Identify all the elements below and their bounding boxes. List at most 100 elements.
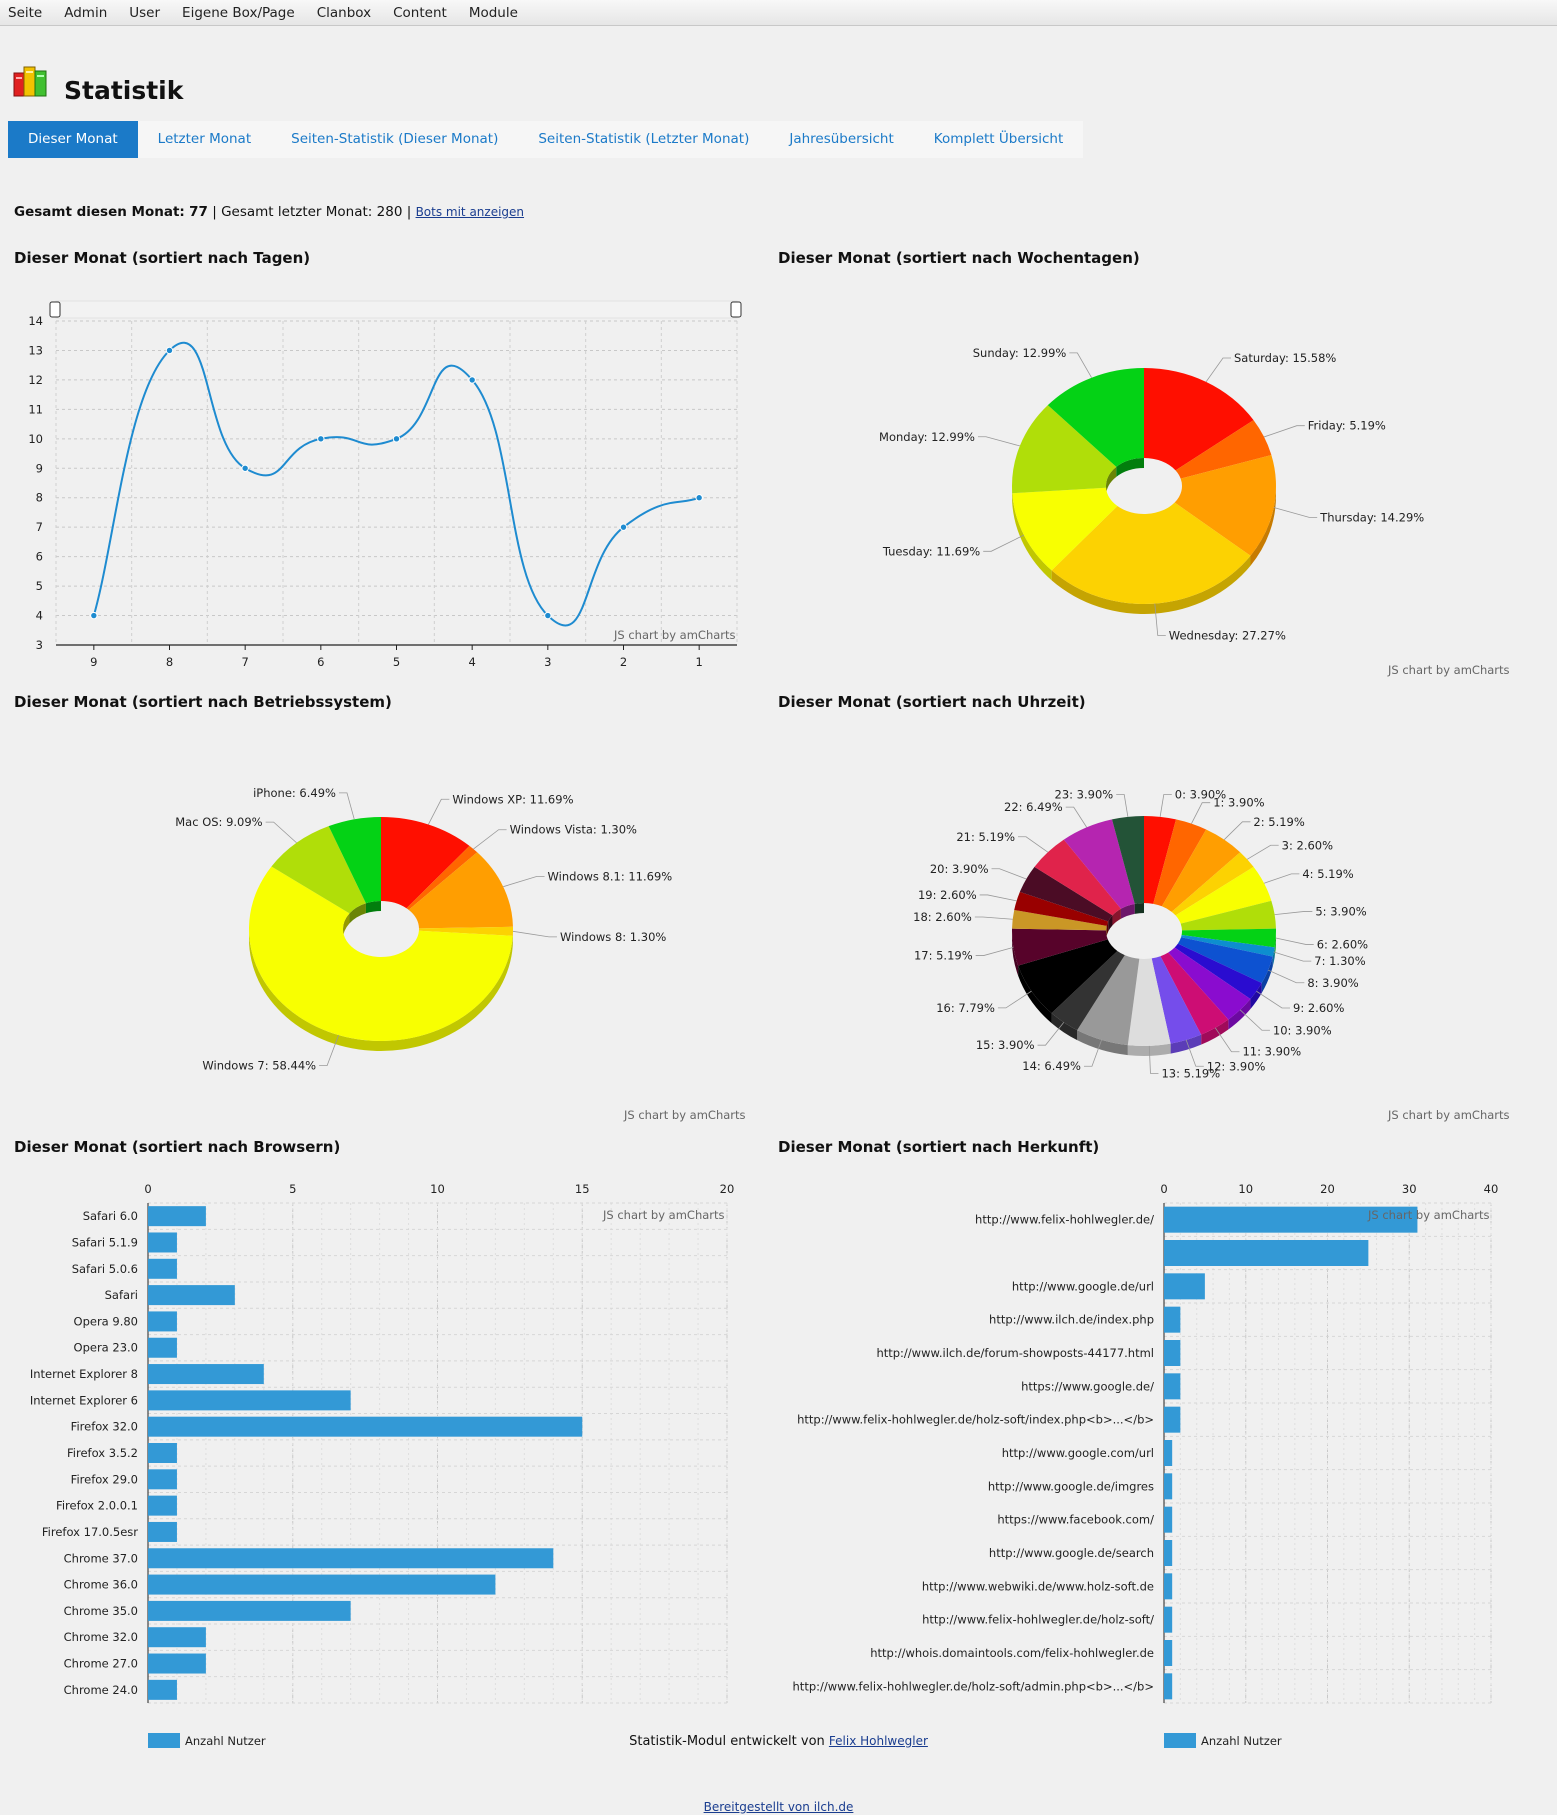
bar [148,1679,177,1700]
pie-label: 12: 3.90% [1207,1059,1266,1073]
tab-jahresuebersicht[interactable]: Jahresübersicht [789,131,894,147]
tab-komplett-uebersicht[interactable]: Komplett Übersicht [933,131,1064,147]
y-tick-label: 13 [28,343,43,357]
menu-item-eigene-box[interactable]: Eigene Box/Page [182,4,295,21]
data-point [241,464,249,472]
pie-slice-side [1012,931,1019,976]
pie-slice-inner [1134,903,1144,914]
summary-line: Gesamt diesen Monat: 77 | Gesamt letzter… [14,204,524,220]
category-label: Chrome 32.0 [64,1630,138,1644]
y-tick-label: 5 [36,579,43,593]
pie-label: 10: 3.90% [1273,1023,1332,1037]
pie-label-connector [974,916,1013,920]
pie-label: 16: 7.79% [936,1001,995,1015]
data-point [544,611,552,620]
category-label: http://www.felix-hohlwegler.de/holz-soft… [793,1679,1154,1693]
bar [1164,1473,1173,1500]
pie-slice [1151,956,1202,1044]
y-tick-label: 4 [36,609,43,623]
bar [148,1653,206,1674]
menu-item-clanbox[interactable]: Clanbox [316,4,372,21]
x-tick-label: 6 [317,655,324,669]
category-label: Firefox 29.0 [71,1472,138,1486]
pie-slice-side [1228,999,1251,1030]
pie-slice [408,852,513,929]
pie-slice-inner [1120,903,1135,919]
pie-slice [1174,943,1262,1000]
category-label: Firefox 32.0 [71,1420,138,1434]
pie-label-connector [997,990,1032,1009]
credit-os-chart: JS chart by amCharts [624,1108,746,1122]
pie-label: Sunday: 12.99% [973,346,1067,360]
category-label: http://www.ilch.de/index.php [989,1313,1154,1327]
x-tick-label: 15 [575,1182,590,1196]
pie-label: 1: 3.90% [1213,796,1264,810]
tab-letzter-monat[interactable]: Letzter Monat [157,131,252,147]
category-label: Safari 6.0 [83,1209,138,1223]
pie-slice-side [1051,555,1251,614]
pie-slice [1181,934,1275,957]
x-tick-label: 20 [720,1182,735,1196]
pie-slice-inner [1112,908,1121,926]
pie-label-connector [1275,937,1314,945]
category-label: http://whois.domaintools.com/felix-hohlw… [870,1646,1154,1660]
tab-dieser-monat[interactable]: Dieser Monat [8,121,138,158]
pie-slice [1175,866,1272,924]
module-credit-text: Statistik-Modul entwickelt von [629,1734,825,1749]
menu-item-admin[interactable]: Admin [64,4,108,21]
bar [1164,1573,1173,1600]
tab-seiten-statistik-letzter-monat[interactable]: Seiten-Statistik (Letzter Monat) [538,131,750,147]
pie-slice-inner [349,903,366,924]
bar [1164,1506,1173,1533]
chart-title-browsers: Dieser Monat (sortiert nach Browsern) [14,1138,341,1156]
pie-slice-inner [1116,458,1144,477]
pie-slice-inner [1106,921,1109,936]
provided-by-link[interactable]: Bereitgestellt von ilch.de [703,1800,854,1814]
y-tick-label: 8 [36,491,43,505]
x-tick-label: 7 [242,655,249,669]
data-point [317,435,325,443]
pie-slice [1012,909,1107,931]
pie-label-connector [979,894,1017,902]
pie-slice [1014,891,1109,926]
provided-by: Bereitgestellt von ilch.de [0,1800,1557,1814]
pie-slice [1077,955,1140,1046]
menu-item-content[interactable]: Content [393,4,447,21]
x-tick-label: 10 [430,1182,445,1196]
tab-seiten-statistik-dieser-monat[interactable]: Seiten-Statistik (Dieser Monat) [291,131,499,147]
pie-slice-side [1051,1013,1078,1041]
bar [1164,1540,1173,1566]
category-label: Internet Explorer 6 [30,1393,138,1407]
menu-item-seite[interactable]: Seite [8,4,43,21]
bar [148,1469,177,1490]
pie-label-connector [1037,1022,1065,1046]
bar [1164,1640,1173,1666]
pie-label: iPhone: 6.49% [253,786,336,800]
bar [1164,1306,1181,1333]
bar [1164,1373,1181,1400]
bar [1164,1606,1173,1633]
author-link[interactable]: Felix Hohlwegler [828,1734,928,1748]
pie-label-connector [512,930,557,938]
menu-item-user[interactable]: User [129,4,161,21]
pie-label: 18: 2.60% [913,910,972,924]
bar [1164,1273,1205,1300]
admin-menu-bar: Seite Admin User Eigene Box/Page Clanbox… [0,0,1557,26]
x-tick-label: 1 [696,655,703,669]
pie-label: Saturday: 15.58% [1234,351,1336,365]
separator: | [406,204,416,220]
bots-toggle-link[interactable]: Bots mit anzeigen [415,205,525,219]
pie-slice [248,866,513,1041]
bar [148,1548,554,1569]
menu-item-module[interactable]: Module [468,4,518,21]
pie-label-connector [1273,951,1312,962]
category-label: https://www.google.de/ [1021,1379,1154,1393]
pie-label: 15: 3.90% [976,1038,1035,1052]
pie-slice [1019,866,1113,922]
pie-label-connector [1069,352,1092,378]
legend-swatch [148,1733,180,1748]
pie-slice [271,826,366,914]
category-label: Internet Explorer 8 [30,1367,138,1381]
